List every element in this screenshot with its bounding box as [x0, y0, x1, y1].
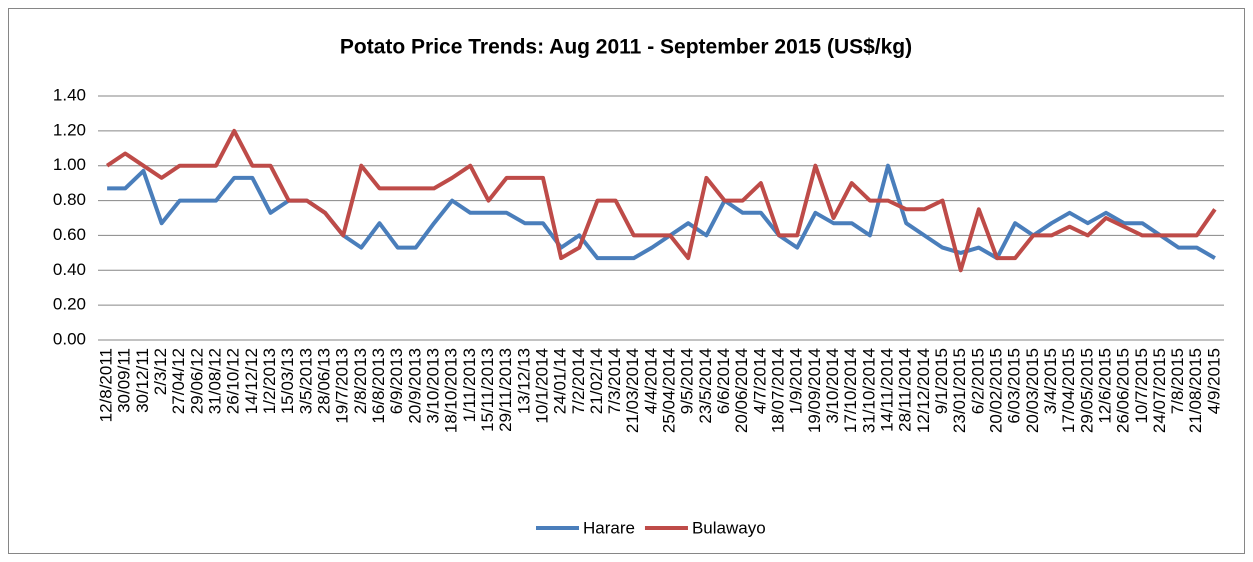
x-tick-label: 1/2/2013 [260, 348, 279, 414]
x-tick-label: 28/06/13 [315, 348, 334, 414]
x-tick-label: 1/9/2014 [787, 348, 806, 414]
x-tick-label: 15/11/2013 [478, 348, 497, 432]
x-tick-label: 1/11/2013 [460, 348, 479, 422]
x-tick-label: 21/08/2015 [1186, 348, 1205, 433]
x-tick-label: 12/8/2011 [97, 348, 116, 422]
x-tick-label: 27/04/12 [169, 348, 188, 414]
x-tick-label: 13/12/13 [514, 348, 533, 414]
y-tick-label: 0.40 [53, 260, 86, 279]
x-tick-label: 9/1/2015 [932, 348, 951, 414]
x-tick-label: 19/09/2014 [805, 348, 824, 433]
x-tick-label: 7/8/2015 [1168, 348, 1187, 414]
x-tick-label: 3/5/2013 [296, 348, 315, 414]
x-tick-label: 24/01/14 [551, 348, 570, 414]
x-tick-label: 6/2/2015 [968, 348, 987, 414]
x-tick-label: 4/4/2014 [641, 348, 660, 414]
x-tick-label: 7/3/2014 [605, 348, 624, 414]
x-tick-label: 4/7/2014 [750, 348, 769, 414]
x-tick-label: 3/4/2015 [1041, 348, 1060, 414]
x-tick-label: 17/04/2015 [1059, 348, 1078, 433]
x-tick-label: 16/8/2013 [369, 348, 388, 424]
y-tick-label: 1.20 [53, 120, 86, 139]
x-tick-label: 30/12/11 [133, 348, 152, 413]
x-tick-label: 20/03/2015 [1023, 348, 1042, 433]
x-tick-label: 25/04/2014 [660, 348, 679, 433]
x-tick-label: 6/6/2014 [714, 348, 733, 414]
y-tick-label: 1.40 [53, 85, 86, 104]
x-tick-label: 20/9/2013 [405, 348, 424, 424]
chart-title: Potato Price Trends: Aug 2011 - Septembe… [340, 36, 912, 59]
y-tick-label: 1.00 [53, 155, 86, 174]
x-tick-label: 14/12/12 [242, 348, 261, 414]
x-tick-label: 26/10/12 [224, 348, 243, 414]
legend-label: Bulawayo [692, 518, 766, 537]
x-tick-label: 29/05/2015 [1077, 348, 1096, 433]
x-tick-label: 10/1/2014 [532, 348, 551, 424]
x-tick-label: 26/06/2015 [1114, 348, 1133, 433]
x-tick-label: 6/9/2013 [387, 348, 406, 414]
x-tick-label: 23/01/2015 [950, 348, 969, 433]
x-tick-label: 20/02/2015 [986, 348, 1005, 433]
y-tick-label: 0.60 [53, 225, 86, 244]
x-tick-label: 21/02/14 [587, 348, 606, 414]
x-tick-label: 3/10/2013 [423, 348, 442, 424]
x-tick-label: 15/03/13 [278, 348, 297, 414]
y-tick-label: 0.20 [53, 295, 86, 314]
y-tick-label: 0.00 [53, 329, 86, 348]
x-tick-label: 17/10/2014 [841, 348, 860, 433]
x-tick-label: 3/10/2014 [823, 348, 842, 424]
x-tick-label: 7/2/2014 [569, 348, 588, 414]
x-tick-label: 6/03/2015 [1005, 348, 1024, 424]
x-tick-label: 19/7/2013 [333, 348, 352, 424]
series-line [105, 128, 1217, 273]
x-tick-label: 29/06/12 [187, 348, 206, 414]
x-tick-label: 2/8/2013 [351, 348, 370, 414]
x-tick-label: 31/08/12 [206, 348, 225, 414]
x-tick-label: 20/06/2014 [732, 348, 751, 433]
x-tick-label: 28/11/2014 [896, 348, 915, 432]
y-tick-label: 0.80 [53, 190, 86, 209]
x-tick-label: 4/9/2015 [1204, 348, 1223, 414]
x-tick-label: 18/07/2014 [769, 348, 788, 433]
x-tick-label: 2/3/12 [151, 348, 170, 395]
x-tick-label: 30/09/11 [115, 348, 134, 413]
x-tick-label: 10/7/2015 [1132, 348, 1151, 424]
x-tick-label: 23/5/2014 [696, 348, 715, 424]
x-tick-label: 21/03/2014 [623, 348, 642, 433]
x-tick-label: 9/5/2014 [678, 348, 697, 414]
x-tick-label: 24/07/2015 [1150, 348, 1169, 433]
x-tick-label: 29/11/2013 [496, 348, 515, 432]
x-tick-label: 14/11/2014 [878, 348, 897, 432]
legend-label: Harare [583, 518, 635, 537]
x-tick-label: 12/6/2015 [1095, 348, 1114, 424]
x-tick-label: 18/10/2013 [442, 348, 461, 433]
chart-border [8, 8, 1245, 554]
x-tick-label: 12/12/2014 [914, 348, 933, 433]
x-tick-label: 31/10/2014 [859, 348, 878, 433]
